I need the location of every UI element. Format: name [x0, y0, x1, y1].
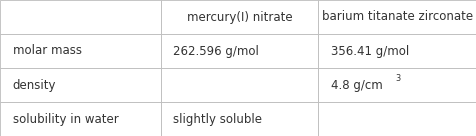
Text: 4.8 g/cm: 4.8 g/cm	[331, 78, 383, 92]
Text: 3: 3	[395, 74, 400, 83]
